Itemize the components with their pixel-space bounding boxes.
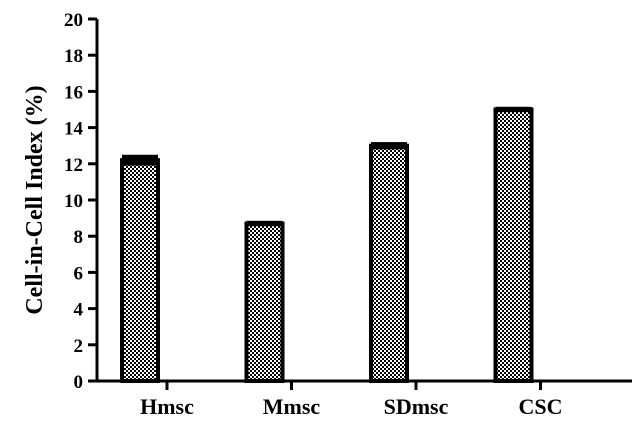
y-axis-title: Cell-in-Cell Index (%) xyxy=(22,85,48,314)
y-tick-label: 8 xyxy=(74,227,84,248)
error-bar-sdmsc xyxy=(371,142,407,150)
y-tick-label: 12 xyxy=(64,155,83,176)
y-tick-label: 0 xyxy=(74,372,84,393)
bars xyxy=(120,106,534,383)
y-axis-ticks: 0 2 4 6 8 10 12 14 16 18 20 xyxy=(64,10,97,393)
x-axis-labels: Hmsc Mmsc SDmsc CSC xyxy=(140,381,563,419)
error-bar-csc xyxy=(495,106,532,113)
bar-hmsc xyxy=(120,158,160,383)
y-tick-label: 14 xyxy=(64,119,84,140)
y-tick-label: 4 xyxy=(74,300,84,321)
y-tick-label: 18 xyxy=(64,46,83,67)
y-tick-label: 20 xyxy=(64,10,83,31)
bar-csc xyxy=(493,107,534,383)
y-tick-label: 16 xyxy=(64,82,83,103)
x-tick-label-csc: CSC xyxy=(518,394,562,419)
error-bar-hmsc xyxy=(122,154,158,166)
bar-mmsc xyxy=(244,221,285,383)
y-tick-label: 10 xyxy=(64,191,83,212)
y-tick-label: 6 xyxy=(74,263,84,284)
x-tick-label-sdmsc: SDmsc xyxy=(384,394,449,419)
y-axis-label: Cell-in-Cell Index (%) xyxy=(22,85,48,314)
y-tick-label: 2 xyxy=(74,336,84,357)
error-bar-mmsc xyxy=(246,220,283,227)
bar-sdmsc xyxy=(369,143,409,383)
x-tick-label-hmsc: Hmsc xyxy=(140,394,194,419)
x-tick-label-mmsc: Mmsc xyxy=(263,394,321,419)
